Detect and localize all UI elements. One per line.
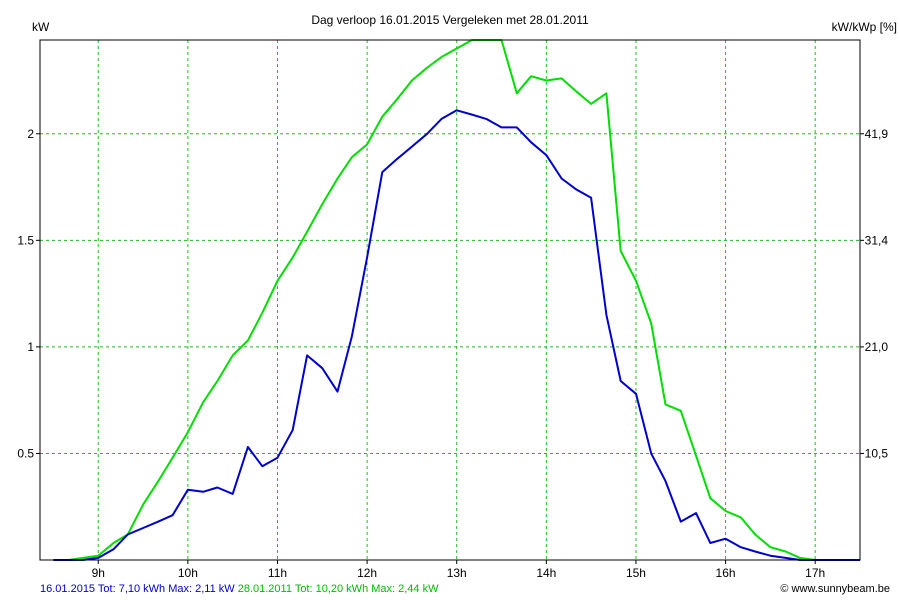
x-tick-label: 14h [536,566,556,580]
x-tick-label: 12h [357,566,377,580]
series-line-16-01-2015 [53,109,860,561]
y-tick-label-right: 10,5 [865,446,889,460]
series-group [53,39,860,561]
footer-summary: 16.01.2015 Tot: 7,10 kWh Max: 2,11 kW 28… [40,583,438,595]
series-line-28-01-2011 [53,39,860,561]
y-tick-label-right: 31,4 [865,233,889,247]
chart-title: Dag verloop 16.01.2015 Vergeleken met 28… [311,13,589,27]
y-tick-label-right: 21,0 [865,340,889,354]
y-tick-label-right: 41,9 [865,127,889,141]
y-axis-right-label: kW/kWp [%] [832,20,897,34]
footer-series-1: 16.01.2015 Tot: 7,10 kWh Max: 2,11 kW [40,583,235,595]
y-axis-left-label: kW [32,20,50,34]
x-tick-label: 9h [92,566,105,580]
y-tick-label-left: 0.5 [17,446,34,460]
x-tick-label: 11h [268,566,287,580]
y-tick-label-left: 2 [27,127,34,141]
x-tick-label: 17h [805,566,825,580]
grid [40,40,860,560]
y-tick-label-left: 1.5 [17,233,34,247]
tick-labels: 9h 10h 11h 12h 13h 14h 15h 16h 17h 0.5 10,5 1 21,0 1.… [17,127,888,580]
footer-series-2: 28.01.2011 Tot: 10,20 kWh Max: 2,44 kW [237,583,439,595]
x-tick-label: 10h [178,566,198,580]
x-tick-label: 15h [626,566,646,580]
footer-credit: © www.sunnybeam.be [780,583,890,595]
x-tick-label: 16h [716,566,736,580]
x-tick-label: 13h [447,566,467,580]
plot-frame [39,39,861,561]
y-tick-label-left: 1 [27,340,34,354]
